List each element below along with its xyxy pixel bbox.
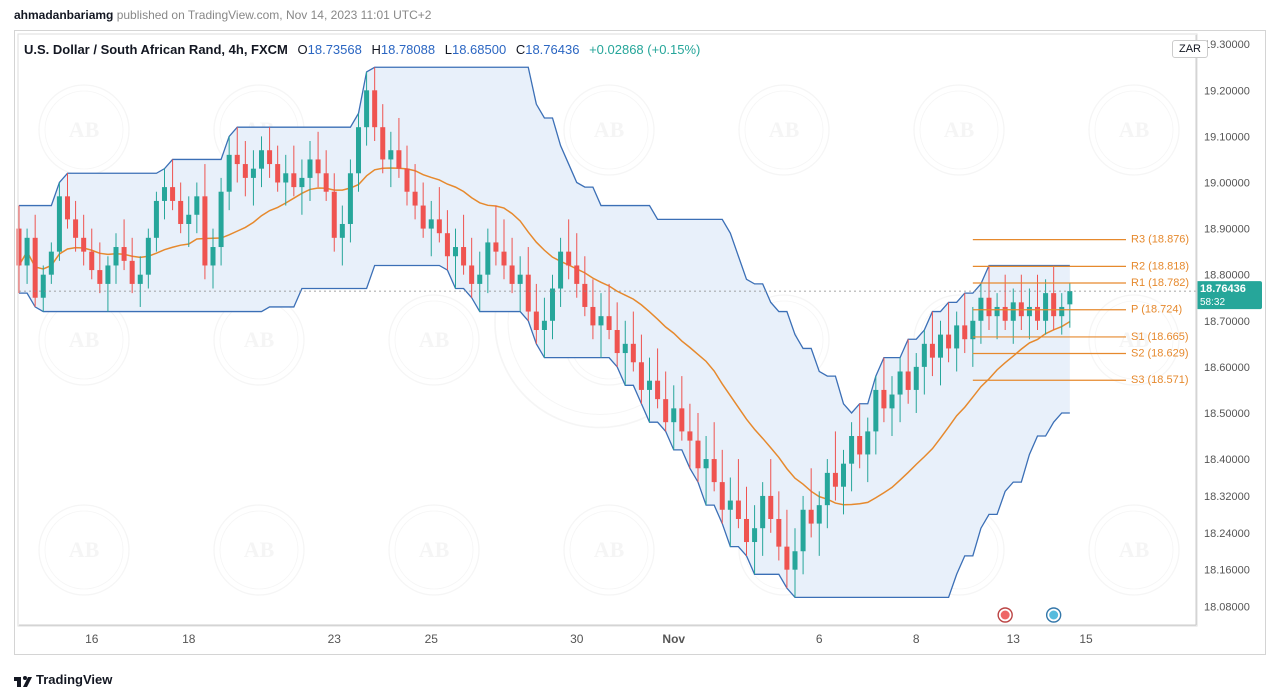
svg-text:AB: AB [244,537,275,562]
svg-text:AB: AB [69,327,100,352]
ohlc-o-label: O [298,42,308,57]
svg-text:AB: AB [244,327,275,352]
svg-text:AB: AB [594,117,625,142]
ohlc-h-value: 18.78088 [381,42,435,57]
svg-text:18.60000: 18.60000 [1204,362,1250,374]
svg-text:Nov: Nov [662,632,685,646]
ohlc-l-label: L [445,42,452,57]
ohlc-c-label: C [516,42,525,57]
svg-text:18.08000: 18.08000 [1204,602,1250,614]
ohlc-o-value: 18.73568 [308,42,362,57]
svg-text:S3 (18.571): S3 (18.571) [1131,374,1188,386]
ohlc-l-value: 18.68500 [452,42,506,57]
svg-text:6: 6 [816,632,823,646]
svg-text:23: 23 [328,632,342,646]
svg-text:18.40000: 18.40000 [1204,454,1250,466]
svg-text:19.20000: 19.20000 [1204,85,1250,97]
svg-text:30: 30 [570,632,584,646]
svg-text:16: 16 [85,632,99,646]
svg-text:AB: AB [944,117,975,142]
svg-text:18.70000: 18.70000 [1204,316,1250,328]
svg-text:S2 (18.629): S2 (18.629) [1131,348,1188,360]
svg-text:19.10000: 19.10000 [1204,131,1250,143]
svg-text:19.30000: 19.30000 [1204,39,1250,51]
svg-text:8: 8 [913,632,920,646]
svg-text:P (18.724): P (18.724) [1131,304,1182,316]
publish-header: ahmadanbariamg published on TradingView.… [14,8,431,22]
svg-text:AB: AB [419,537,450,562]
chart-legend: U.S. Dollar / South African Rand, 4h, FX… [24,42,700,57]
svg-text:15: 15 [1079,632,1093,646]
svg-text:AB: AB [594,537,625,562]
svg-text:18.80000: 18.80000 [1204,270,1250,282]
svg-text:R3 (18.876): R3 (18.876) [1131,234,1189,246]
svg-text:18.24000: 18.24000 [1204,528,1250,540]
svg-text:18.16000: 18.16000 [1204,565,1250,577]
ohlc-h-label: H [371,42,380,57]
svg-text:58:32: 58:32 [1200,297,1225,308]
svg-text:19.00000: 19.00000 [1204,178,1250,190]
ohlc-change: +0.02868 (+0.15%) [589,42,700,57]
svg-text:AB: AB [769,117,800,142]
chart-svg[interactable]: ABABABABABABABABABABABABABABABABABABABAB… [14,30,1266,655]
svg-text:18.32000: 18.32000 [1204,491,1250,503]
svg-text:13: 13 [1007,632,1021,646]
svg-text:AB: AB [69,117,100,142]
svg-text:S1 (18.665): S1 (18.665) [1131,331,1188,343]
chart-container[interactable]: U.S. Dollar / South African Rand, 4h, FX… [14,30,1266,655]
tv-logo-text: TradingView [36,672,112,687]
symbol-badge[interactable]: ZAR [1172,40,1208,58]
ohlc-c-value: 18.76436 [525,42,579,57]
svg-text:25: 25 [425,632,439,646]
publisher-username: ahmadanbariamg [14,8,113,22]
svg-text:18.50000: 18.50000 [1204,408,1250,420]
tradingview-logo: TradingView [14,672,112,687]
svg-text:AB: AB [69,537,100,562]
tv-logo-icon [14,673,32,687]
svg-text:18.90000: 18.90000 [1204,224,1250,236]
chart-pair: U.S. Dollar / South African Rand, 4h, FX… [24,42,288,57]
svg-text:R2 (18.818): R2 (18.818) [1131,260,1189,272]
svg-text:AB: AB [1119,117,1150,142]
svg-text:18: 18 [182,632,196,646]
svg-text:AB: AB [1119,537,1150,562]
svg-text:18.76436: 18.76436 [1200,283,1246,295]
svg-text:AB: AB [419,327,450,352]
svg-text:R1 (18.782): R1 (18.782) [1131,277,1189,289]
